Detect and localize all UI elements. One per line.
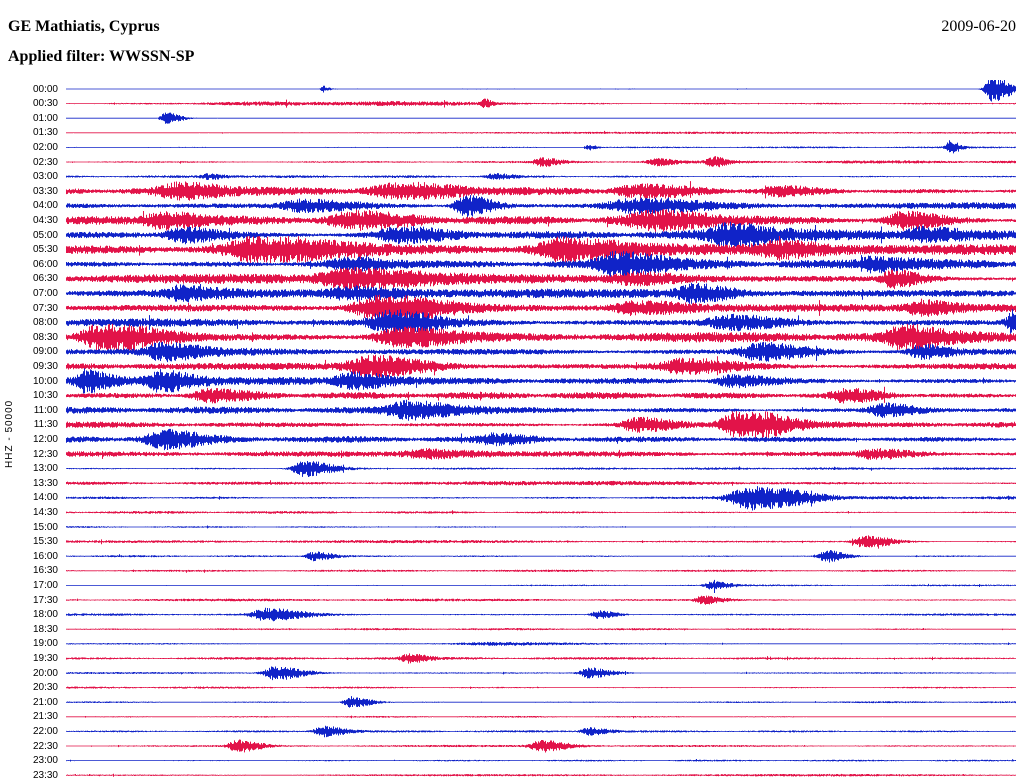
station-title: GE Mathiatis, Cyprus [8,18,160,35]
filter-label: Applied filter: WWSSN-SP [8,48,195,65]
time-label: 05:00 [32,229,58,241]
time-label: 15:00 [32,521,58,533]
time-label: 06:30 [32,273,58,285]
time-label: 18:30 [32,623,58,635]
time-label: 10:00 [32,375,58,387]
time-label: 18:00 [32,609,58,621]
time-label: 00:00 [32,83,58,95]
time-label: 20:00 [32,667,58,679]
time-label: 17:30 [32,594,58,606]
time-label: 15:30 [32,536,58,548]
time-label: 11:30 [33,419,58,431]
time-label: 01:00 [32,112,58,124]
time-label: 21:00 [32,696,58,708]
date-label: 2009-06-20 [941,18,1016,35]
time-label: 21:30 [32,711,58,723]
time-label: 07:00 [32,287,58,299]
time-label: 20:30 [32,682,58,694]
time-label: 01:30 [32,127,58,139]
time-label: 02:30 [32,156,58,168]
time-label: 04:30 [32,214,58,226]
time-label: 09:30 [32,360,58,372]
time-label: 05:30 [32,244,58,256]
time-label: 16:30 [32,565,58,577]
time-label: 13:30 [32,477,58,489]
time-label: 23:00 [32,755,58,767]
time-label: 14:00 [32,492,58,504]
time-label: 00:30 [32,98,58,110]
time-label: 17:00 [32,579,58,591]
time-label: 16:00 [32,550,58,562]
time-label: 04:00 [32,200,58,212]
time-label: 08:30 [32,331,58,343]
time-label: 19:30 [32,652,58,664]
time-label: 02:00 [32,141,58,153]
time-label: 03:00 [32,171,58,183]
time-label: 03:30 [32,185,58,197]
time-label: 11:00 [33,404,58,416]
time-label: 14:30 [32,506,58,518]
seismogram-traces-canvas [66,80,1016,780]
time-label: 13:00 [32,463,58,475]
time-label: 12:30 [32,448,58,460]
time-label: 10:30 [32,390,58,402]
time-label: 23:30 [32,769,58,780]
time-label: 22:30 [32,740,58,752]
time-label: 19:00 [32,638,58,650]
time-label: 12:00 [32,433,58,445]
time-label: 22:00 [32,725,58,737]
time-label: 06:00 [32,258,58,270]
time-label: 09:00 [32,346,58,358]
time-label: 07:30 [32,302,58,314]
time-label: 08:00 [32,317,58,329]
